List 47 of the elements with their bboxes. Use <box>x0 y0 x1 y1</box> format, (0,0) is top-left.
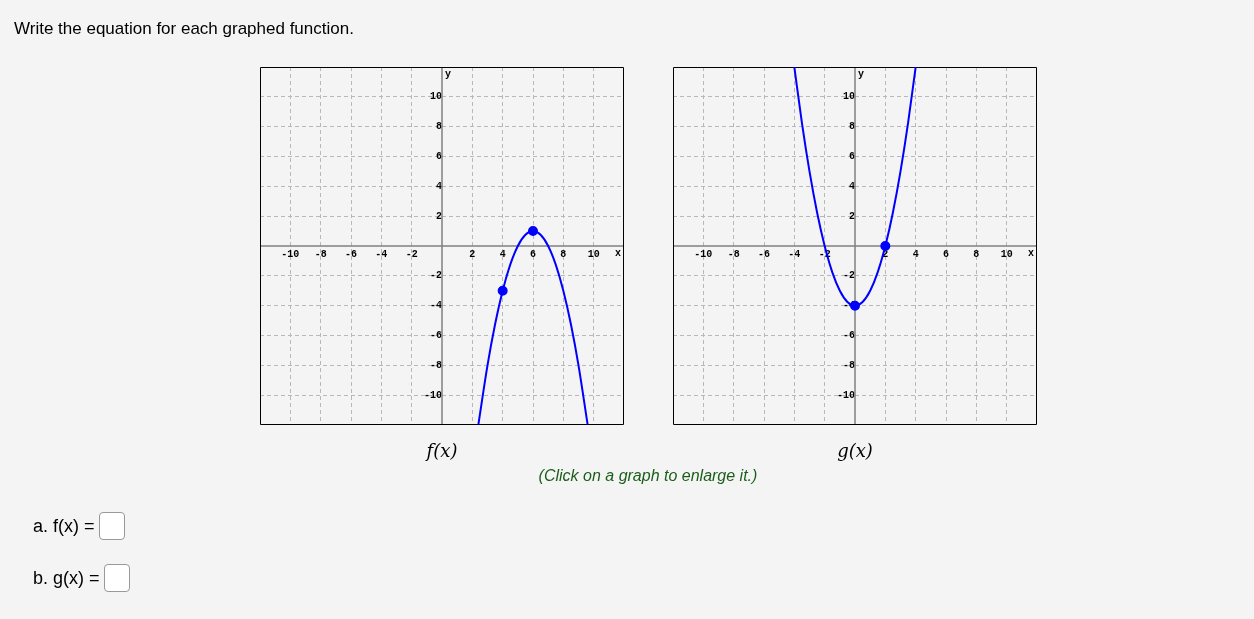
text: g(x) <box>836 440 874 461</box>
x-tick-label: 2 <box>469 248 476 260</box>
text: f(x) <box>424 440 459 461</box>
x-tick-label: -6 <box>344 248 358 260</box>
y-tick-label: 8 <box>435 121 442 133</box>
y-tick-label: 6 <box>848 151 855 163</box>
x-tick-label: 6 <box>942 248 950 260</box>
text: b. g(x) = <box>33 567 100 589</box>
y-tick-label: 6 <box>435 151 442 163</box>
y-tick-label: -10 <box>836 389 855 401</box>
y-axis-title: y <box>445 68 452 80</box>
x-tick-label: -10 <box>694 248 713 260</box>
x-tick-label: 10 <box>587 248 600 260</box>
x-tick-label: -4 <box>788 248 801 260</box>
x-tick-label: 4 <box>912 248 919 260</box>
x-tick-label: 6 <box>529 248 537 260</box>
y-tick-label: 4 <box>435 180 442 192</box>
y-tick-label: -2 <box>429 270 442 282</box>
y-tick-label: 8 <box>848 121 855 133</box>
y-tick-label: -4 <box>429 300 442 312</box>
y-tick-label: -2 <box>842 270 855 282</box>
y-tick-label: 2 <box>435 210 442 222</box>
x-tick-label: 4 <box>499 248 506 260</box>
y-tick-label: 4 <box>848 180 855 192</box>
y-tick-label: -6 <box>429 330 442 342</box>
y-tick-label: -8 <box>429 359 442 371</box>
x-tick-label: -4 <box>375 248 388 260</box>
y-tick-label: -8 <box>842 359 855 371</box>
y-tick-label: 10 <box>429 91 442 103</box>
y-axis-title: y <box>858 68 865 80</box>
y-tick-label: 2 <box>848 210 855 222</box>
x-tick-label: -10 <box>281 248 300 260</box>
x-tick-label: -8 <box>727 248 740 260</box>
x-tick-label: -6 <box>757 248 771 260</box>
x-axis-title: x <box>1027 247 1034 259</box>
x-tick-label: -2 <box>405 248 418 260</box>
x-tick-label: -8 <box>314 248 327 260</box>
x-tick-label: 8 <box>973 248 980 260</box>
y-tick-label: 10 <box>842 91 855 103</box>
x-tick-label: 10 <box>1000 248 1013 260</box>
text: (Click on a graph to enlarge it.) <box>537 467 759 485</box>
text: Write the equation for each graphed function. <box>14 19 354 39</box>
text: a. f(x) = <box>33 515 95 537</box>
y-tick-label: -10 <box>423 389 442 401</box>
y-tick-label: -6 <box>842 330 855 342</box>
x-tick-label: 8 <box>560 248 567 260</box>
x-axis-title: x <box>614 247 621 259</box>
